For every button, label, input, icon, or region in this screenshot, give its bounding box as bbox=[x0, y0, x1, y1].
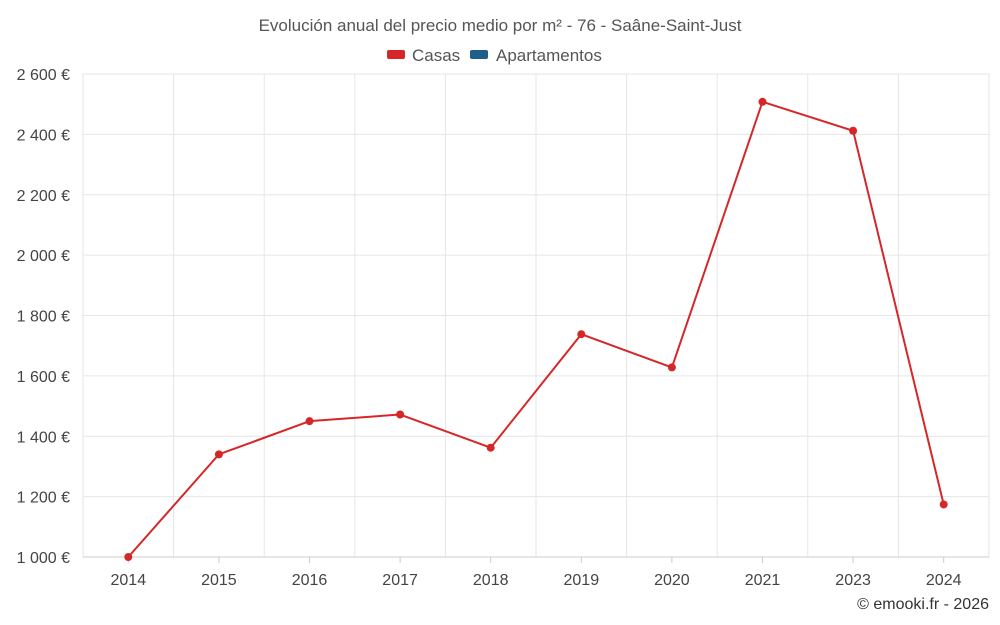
x-tick-label: 2023 bbox=[835, 572, 871, 589]
x-tick-label: 2014 bbox=[111, 572, 147, 589]
legend-label: Casas bbox=[412, 46, 460, 65]
data-point[interactable] bbox=[214, 450, 223, 459]
copyright-footer: © emooki.fr - 2026 bbox=[857, 596, 989, 613]
y-tick-label: 2 200 € bbox=[17, 188, 70, 205]
y-tick-label: 2 000 € bbox=[17, 248, 70, 265]
x-tick-label: 2018 bbox=[473, 572, 509, 589]
chart-title: Evolución anual del precio medio por m² … bbox=[259, 16, 742, 35]
legend-item-apartamentos[interactable]: Apartamentos bbox=[470, 46, 602, 65]
x-tick-label: 2017 bbox=[382, 572, 418, 589]
legend-swatch bbox=[387, 50, 405, 59]
legend[interactable]: Casas Apartamentos bbox=[387, 46, 602, 65]
y-tick-label: 1 800 € bbox=[17, 309, 70, 326]
y-tick-label: 1 400 € bbox=[17, 429, 70, 446]
x-axis: 2014 2015 2016 2017 2018 2019 2020 2021 2023 2024 bbox=[83, 556, 989, 589]
x-tick-label: 2015 bbox=[201, 572, 237, 589]
legend-item-casas[interactable]: Casas bbox=[387, 46, 460, 65]
data-point[interactable] bbox=[486, 443, 495, 452]
y-tick-label: 2 600 € bbox=[17, 67, 70, 84]
y-tick-label: 2 400 € bbox=[17, 127, 70, 144]
data-point[interactable] bbox=[577, 330, 586, 339]
data-point[interactable] bbox=[124, 553, 133, 561]
x-tick-label: 2019 bbox=[564, 572, 600, 589]
legend-label: Apartamentos bbox=[496, 46, 602, 65]
x-tick-label: 2024 bbox=[926, 572, 962, 589]
legend-swatch bbox=[470, 50, 488, 59]
x-tick-label: 2021 bbox=[745, 572, 781, 589]
data-point[interactable] bbox=[396, 410, 405, 419]
y-axis: 1 000 € 1 200 € 1 400 € 1 600 € 1 800 € 2 000… bbox=[17, 67, 70, 567]
y-tick-label: 1 000 € bbox=[17, 550, 70, 567]
data-point[interactable] bbox=[849, 126, 858, 135]
data-point[interactable] bbox=[939, 500, 948, 509]
x-tick-label: 2016 bbox=[292, 572, 328, 589]
series-layer bbox=[124, 97, 948, 561]
x-tick-label: 2020 bbox=[654, 572, 690, 589]
data-point[interactable] bbox=[667, 363, 676, 372]
grid bbox=[82, 73, 990, 558]
y-tick-label: 1 600 € bbox=[17, 369, 70, 386]
series-line-casas bbox=[127, 100, 945, 558]
y-tick-label: 1 200 € bbox=[17, 490, 70, 507]
data-point[interactable] bbox=[305, 417, 314, 426]
data-point[interactable] bbox=[758, 97, 767, 106]
